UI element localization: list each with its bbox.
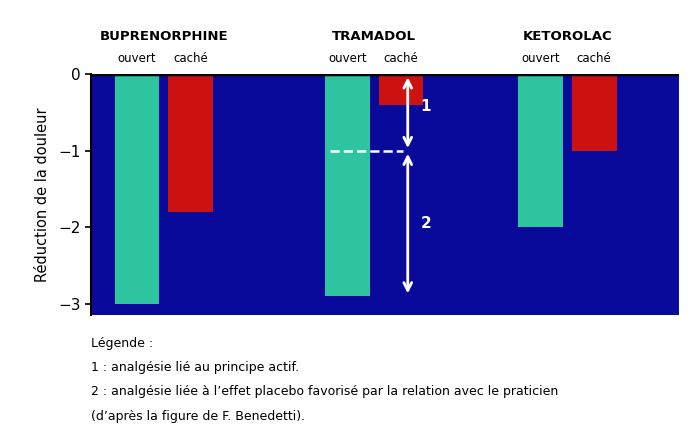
Text: 1: 1	[421, 99, 431, 114]
Y-axis label: Réduction de la douleur: Réduction de la douleur	[35, 108, 50, 282]
Text: ouvert: ouvert	[118, 52, 157, 65]
Bar	[115, 74, 160, 304]
Text: ouvert: ouvert	[522, 52, 560, 65]
Text: (d’après la figure de F. Benedetti).: (d’après la figure de F. Benedetti).	[91, 410, 305, 423]
Text: BUPRENORPHINE: BUPRENORPHINE	[99, 30, 228, 43]
Text: 2 : analgésie liée à l’effet placebo favorisé par la relation avec le praticien: 2 : analgésie liée à l’effet placebo fav…	[91, 385, 559, 399]
Bar	[572, 74, 617, 151]
Bar	[326, 74, 370, 296]
Text: KETOROLAC: KETOROLAC	[523, 30, 612, 43]
Text: ouvert: ouvert	[328, 52, 367, 65]
Text: caché: caché	[384, 52, 419, 65]
Text: 1 : analgésie lié au principe actif.: 1 : analgésie lié au principe actif.	[91, 361, 299, 374]
Text: caché: caché	[577, 52, 612, 65]
Bar	[379, 74, 424, 105]
Bar	[169, 74, 213, 212]
Bar	[518, 74, 563, 227]
Text: TRAMADOL: TRAMADOL	[332, 30, 416, 43]
Text: 2: 2	[421, 216, 431, 231]
Text: caché: caché	[174, 52, 208, 65]
Text: Légende :: Légende :	[91, 337, 153, 350]
